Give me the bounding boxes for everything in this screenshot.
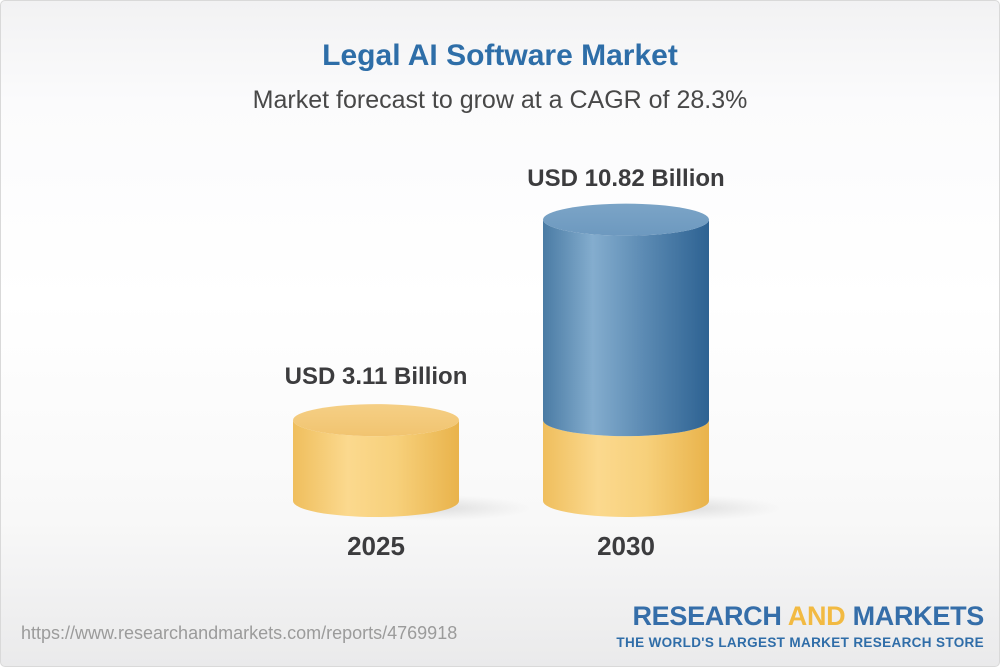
logo-word-and: AND [787,601,846,631]
cylinder-top [293,404,459,437]
cylinder-bar-2030 [543,203,784,521]
page-subtitle: Market forecast to grow at a CAGR of 28.… [252,86,748,114]
company-logo: RESEARCH AND MARKETS THE WORLD'S LARGEST… [616,601,985,650]
cylinder-bar-2025 [293,404,534,521]
page-title: Legal AI Software Market [322,39,678,72]
logo-wordmark: RESEARCH AND MARKETS [616,601,985,632]
category-label-2025: 2025 [347,531,405,561]
report-url: https://www.researchandmarkets.com/repor… [21,623,458,643]
logo-word-research: RESEARCH [632,601,782,631]
logo-tagline: THE WORLD'S LARGEST MARKET RESEARCH STOR… [616,634,984,650]
bar-segment-yellow [293,420,459,517]
bar-segment-blue [543,219,709,437]
bar-segment-yellow [543,420,709,517]
category-label-2030: 2030 [597,531,655,561]
bar-value-label-2025: USD 3.11 Billion [284,363,468,390]
logo-word-markets: MARKETS [852,601,985,631]
cylinder-top [543,203,709,236]
bar-value-label-2030: USD 10.82 Billion [527,165,725,192]
bars-layer [293,203,784,521]
